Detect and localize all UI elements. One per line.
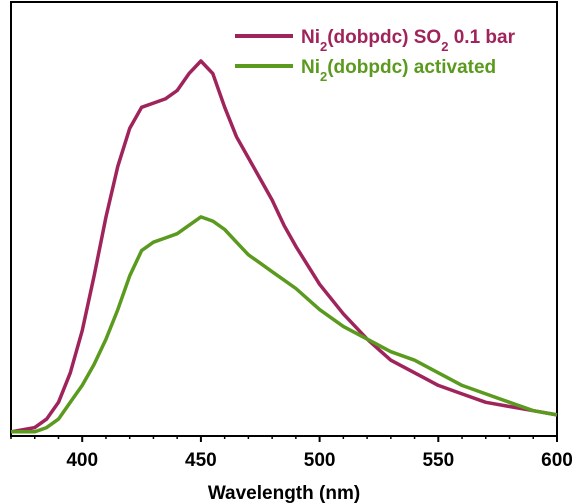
x-axis-title: Wavelength (nm) bbox=[208, 483, 360, 504]
plot-frame bbox=[10, 1, 558, 437]
series-lines bbox=[10, 59, 558, 434]
x-tick-label: 550 bbox=[422, 450, 454, 471]
x-tick-label: 500 bbox=[304, 450, 336, 471]
legend-label: Ni2(dobpdc) SO2 0.1 bar bbox=[301, 27, 516, 54]
x-tick-label: 600 bbox=[541, 450, 573, 471]
series-line bbox=[11, 215, 558, 434]
legend: Ni2(dobpdc) SO2 0.1 bar Ni2(dobpdc) activ… bbox=[235, 27, 516, 84]
x-tick-label: 450 bbox=[185, 450, 217, 471]
series-line bbox=[10, 59, 558, 434]
legend-label: Ni2(dobpdc) activated bbox=[301, 57, 496, 84]
x-tick-label: 400 bbox=[66, 450, 98, 471]
x-axis-ticks: 400 450 500 550 600 bbox=[10, 436, 573, 471]
